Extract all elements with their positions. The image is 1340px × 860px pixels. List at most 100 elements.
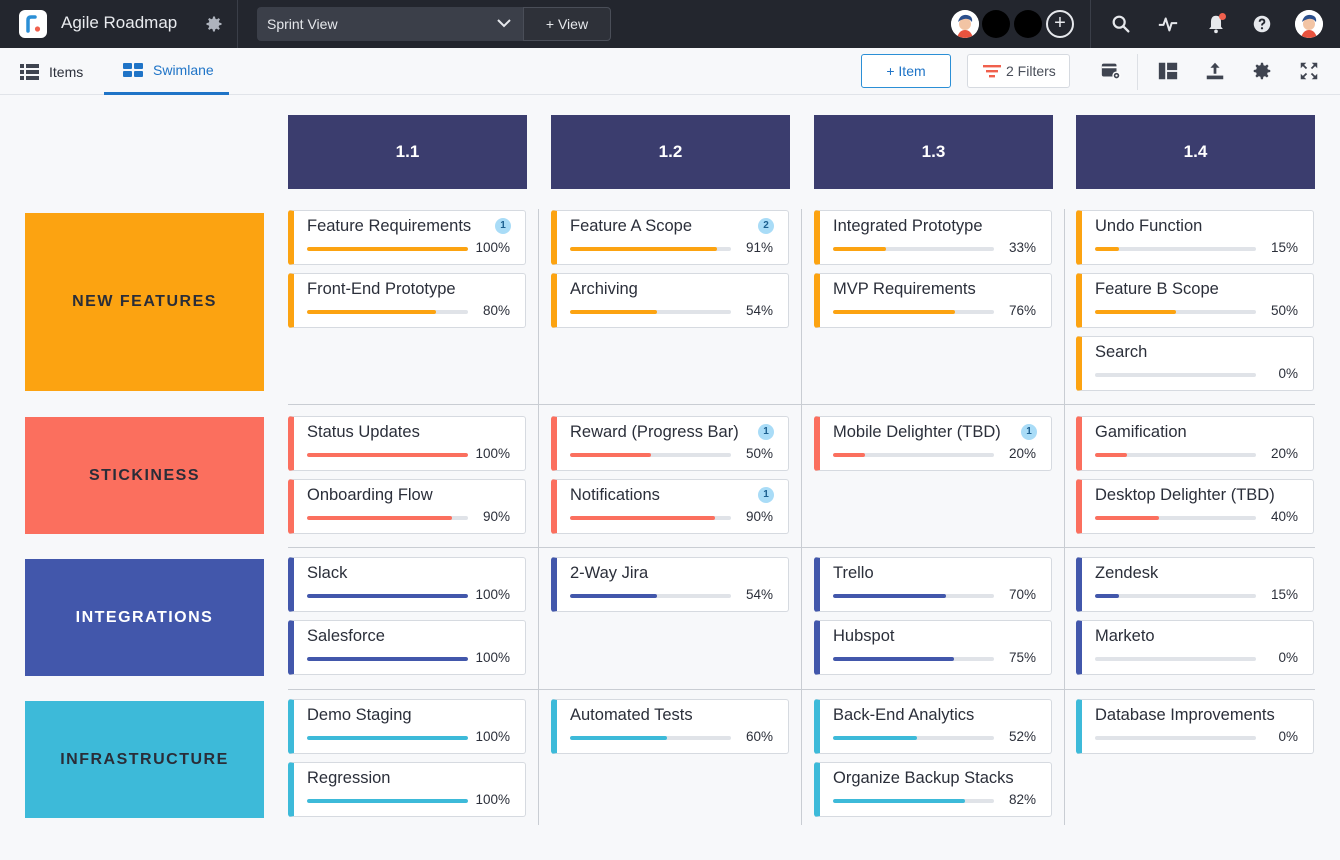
progress-percent: 100% — [475, 650, 510, 665]
search-icon[interactable] — [1110, 13, 1132, 35]
roadmap-card[interactable]: Hubspot 75% — [814, 620, 1052, 675]
progress-fill — [570, 453, 651, 457]
lane-infrastructure[interactable]: INFRASTRUCTURE — [25, 701, 264, 818]
card-title: Salesforce — [307, 627, 385, 645]
roadmap-card[interactable]: Undo Function 15% — [1076, 210, 1314, 265]
add-member-icon[interactable]: + — [1046, 10, 1074, 38]
roadmap-card[interactable]: Regression 100% — [288, 762, 526, 817]
progress-bar — [307, 453, 468, 457]
layout-panels-icon[interactable] — [1157, 60, 1179, 82]
roadmap-card[interactable]: Archiving 54% — [551, 273, 789, 328]
roadmap-card[interactable]: Mobile Delighter (TBD) 1 20% — [814, 416, 1052, 471]
comment-count-badge[interactable]: 1 — [758, 424, 774, 440]
roadmap-card[interactable]: Feature A Scope 2 91% — [551, 210, 789, 265]
roadmap-card[interactable]: Gamification 20% — [1076, 416, 1314, 471]
view-dropdown[interactable]: Sprint View — [257, 7, 523, 41]
progress-bar — [1095, 373, 1256, 377]
column-header[interactable]: 1.4 — [1076, 115, 1315, 189]
app-title: Agile Roadmap — [61, 13, 178, 32]
tab-swimlane[interactable]: Swimlane — [104, 48, 229, 95]
user-avatar[interactable] — [1014, 10, 1042, 38]
roadmap-card[interactable]: Organize Backup Stacks 82% — [814, 762, 1052, 817]
card-settings-icon[interactable] — [1100, 60, 1122, 82]
roadmap-card[interactable]: Slack 100% — [288, 557, 526, 612]
roadmap-card[interactable]: Salesforce 100% — [288, 620, 526, 675]
card-title: Reward (Progress Bar) — [570, 423, 739, 441]
tab-items[interactable]: Items — [20, 48, 90, 95]
roadmap-card[interactable]: Feature B Scope 50% — [1076, 273, 1314, 328]
progress-percent: 52% — [1008, 729, 1036, 744]
roadmap-card[interactable]: Status Updates 100% — [288, 416, 526, 471]
roadmap-card[interactable]: Trello 70% — [814, 557, 1052, 612]
progress-bar — [307, 516, 468, 520]
comment-count-badge[interactable]: 1 — [1021, 424, 1037, 440]
roadmap-card[interactable]: Demo Staging 100% — [288, 699, 526, 754]
progress-percent: 20% — [1270, 446, 1298, 461]
help-icon[interactable] — [1251, 13, 1273, 35]
list-icon — [20, 63, 39, 80]
column-header[interactable]: 1.1 — [288, 115, 527, 189]
card-title: Automated Tests — [570, 706, 693, 724]
roadmap-card[interactable]: Front-End Prototype 80% — [288, 273, 526, 328]
column-header[interactable]: 1.2 — [551, 115, 790, 189]
progress-percent: 100% — [475, 792, 510, 807]
export-upload-icon[interactable] — [1204, 60, 1226, 82]
user-avatar[interactable] — [982, 10, 1010, 38]
progress-bar — [1095, 310, 1256, 314]
card-title: Undo Function — [1095, 217, 1203, 235]
progress-percent: 100% — [475, 446, 510, 461]
comment-count-badge[interactable]: 2 — [758, 218, 774, 234]
user-avatar[interactable] — [951, 10, 979, 38]
lane-integrations[interactable]: INTEGRATIONS — [25, 559, 264, 676]
progress-percent: 100% — [475, 240, 510, 255]
roadmap-card[interactable]: Reward (Progress Bar) 1 50% — [551, 416, 789, 471]
comment-count-badge[interactable]: 1 — [758, 487, 774, 503]
progress-fill — [833, 453, 866, 457]
settings-gear-icon[interactable] — [204, 14, 224, 34]
progress-percent: 0% — [1278, 650, 1298, 665]
progress-bar — [1095, 247, 1256, 251]
progress-bar — [833, 247, 994, 251]
comment-count-badge[interactable]: 1 — [495, 218, 511, 234]
activity-pulse-icon[interactable] — [1157, 13, 1179, 35]
progress-bar — [833, 310, 994, 314]
filters-button[interactable]: 2 Filters — [967, 54, 1070, 88]
roadmap-card[interactable]: Search 0% — [1076, 336, 1314, 391]
roadmap-card[interactable]: Desktop Delighter (TBD) 40% — [1076, 479, 1314, 534]
progress-fill — [307, 594, 468, 598]
settings-gear-icon[interactable] — [1251, 60, 1273, 82]
lane-divider — [288, 547, 1315, 548]
progress-fill — [307, 799, 468, 803]
roadmap-card[interactable]: Database Improvements 0% — [1076, 699, 1314, 754]
divider — [1137, 54, 1138, 90]
card-title: Feature B Scope — [1095, 280, 1219, 298]
progress-fill — [1095, 453, 1128, 457]
card-title: Demo Staging — [307, 706, 412, 724]
progress-bar — [1095, 594, 1256, 598]
progress-bar — [833, 736, 994, 740]
roadmap-card[interactable]: Automated Tests 60% — [551, 699, 789, 754]
lane-stickiness[interactable]: STICKINESS — [25, 417, 264, 534]
roadmap-card[interactable]: 2-Way Jira 54% — [551, 557, 789, 612]
card-title: Status Updates — [307, 423, 420, 441]
fullscreen-expand-icon[interactable] — [1298, 60, 1320, 82]
roadmap-card[interactable]: Back-End Analytics 52% — [814, 699, 1052, 754]
roadmap-card[interactable]: Onboarding Flow 90% — [288, 479, 526, 534]
lane-new-features[interactable]: NEW FEATURES — [25, 213, 264, 391]
progress-fill — [307, 310, 436, 314]
add-item-button[interactable]: + Item — [861, 54, 951, 88]
roadmap-card[interactable]: Zendesk 15% — [1076, 557, 1314, 612]
roadmap-card[interactable]: Marketo 0% — [1076, 620, 1314, 675]
roadmap-card[interactable]: Notifications 1 90% — [551, 479, 789, 534]
card-title: Feature A Scope — [570, 217, 693, 235]
add-view-button[interactable]: + View — [523, 7, 611, 41]
progress-percent: 20% — [1008, 446, 1036, 461]
progress-percent: 70% — [1008, 587, 1036, 602]
column-header[interactable]: 1.3 — [814, 115, 1053, 189]
app-logo-icon[interactable] — [19, 10, 47, 38]
roadmap-card[interactable]: Integrated Prototype 33% — [814, 210, 1052, 265]
roadmap-card[interactable]: Feature Requirements 1 100% — [288, 210, 526, 265]
progress-bar — [307, 799, 468, 803]
roadmap-card[interactable]: MVP Requirements 76% — [814, 273, 1052, 328]
account-avatar[interactable] — [1295, 10, 1323, 38]
